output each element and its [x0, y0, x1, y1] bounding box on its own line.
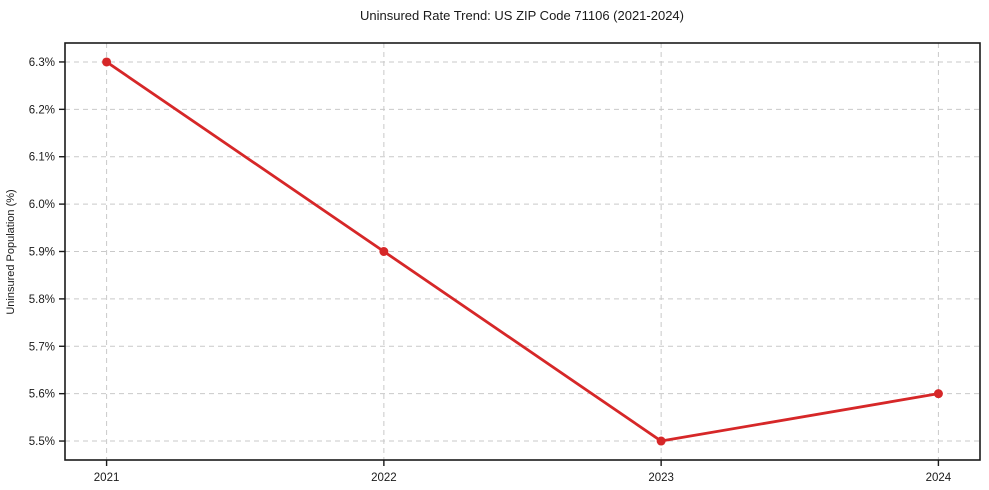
chart-title: Uninsured Rate Trend: US ZIP Code 71106 … — [360, 8, 684, 23]
y-tick-label: 6.1% — [29, 152, 55, 164]
grid-layer — [65, 43, 980, 460]
y-tick-label: 5.5% — [29, 436, 55, 448]
data-point-marker — [656, 436, 666, 446]
y-tick-label: 5.9% — [29, 247, 55, 259]
x-tick-label: 2022 — [371, 472, 397, 484]
y-tick-label: 6.0% — [29, 199, 55, 211]
trend-line — [105, 60, 940, 443]
x-tick-label: 2024 — [926, 472, 952, 484]
y-tick-label: 6.3% — [29, 57, 55, 69]
data-point-marker — [102, 57, 112, 67]
data-point-marker — [379, 247, 389, 256]
y-tick-label: 6.2% — [29, 104, 55, 116]
y-tick-label: 5.7% — [29, 341, 55, 353]
axis-layer: 5.5% 5.6% 5.7% 5.8% 5.9% 6.0% 6.1% 6.2% 6.3% 2021… — [29, 42, 981, 484]
data-point-marker — [933, 389, 943, 399]
y-tick-label: 5.6% — [29, 389, 55, 401]
data-series-layer — [102, 57, 943, 446]
y-tick-label: 5.8% — [29, 294, 55, 306]
x-tick-label: 2023 — [648, 472, 674, 484]
x-tick-label: 2021 — [94, 472, 120, 484]
y-axis-label: Uninsured Population (%) — [5, 189, 17, 314]
